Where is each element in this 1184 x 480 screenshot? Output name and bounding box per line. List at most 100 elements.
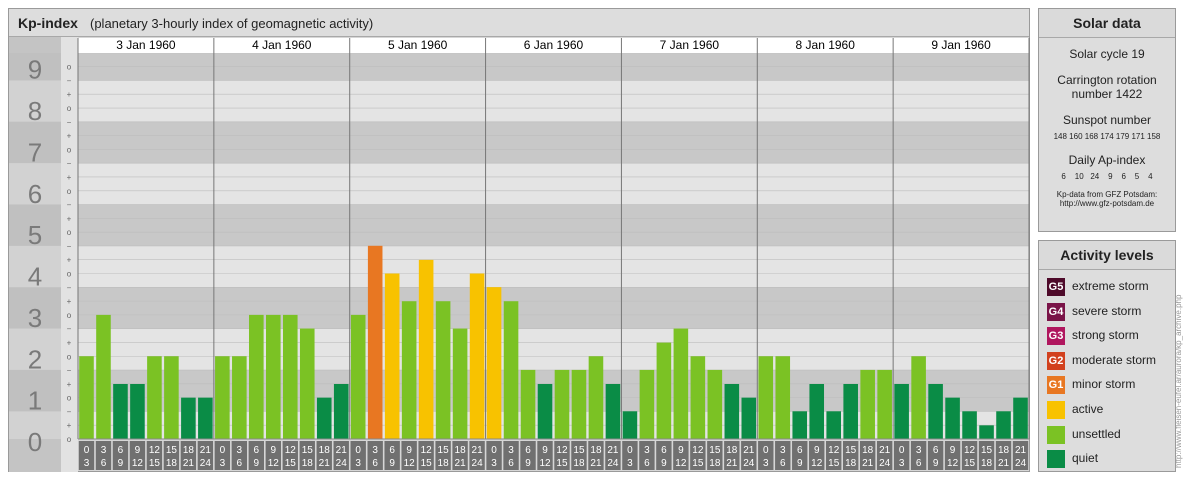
hour-label-end: 18 xyxy=(166,458,178,469)
kp-bar xyxy=(792,411,808,439)
hour-label-end: 24 xyxy=(200,458,212,469)
solar-data-panel: Solar data Solar cycle 19 Carrington rot… xyxy=(1038,8,1176,232)
kp-band xyxy=(78,245,1029,288)
hour-box xyxy=(588,441,604,470)
hour-label-end: 9 xyxy=(797,458,803,469)
y-axis-band xyxy=(9,287,61,329)
hour-label-start: 6 xyxy=(933,445,939,456)
hour-box xyxy=(367,441,383,470)
hour-label-start: 3 xyxy=(101,445,107,456)
day-header-strip xyxy=(78,38,1029,53)
hour-box xyxy=(571,441,587,470)
hour-box xyxy=(842,441,859,470)
day-label: 9 Jan 1960 xyxy=(931,38,991,52)
hour-box xyxy=(690,441,706,470)
y-tick-label: 1 xyxy=(28,386,42,416)
kp-bar xyxy=(350,314,366,439)
kp-bar xyxy=(877,369,892,439)
y-subtick-label: + xyxy=(67,338,72,347)
hour-label-end: 12 xyxy=(268,458,280,469)
hour-box xyxy=(537,441,553,470)
y-tick-label: 5 xyxy=(28,220,42,250)
hour-label-start: 12 xyxy=(964,445,976,456)
kp-bar xyxy=(894,383,909,439)
legend-label: moderate storm xyxy=(1072,352,1157,367)
hour-label-end: 12 xyxy=(947,458,959,469)
hour-label-start: 0 xyxy=(899,445,905,456)
hour-box xyxy=(792,441,808,470)
hour-label-start: 15 xyxy=(709,445,721,456)
legend-item: unsettled xyxy=(1039,424,1175,449)
y-tick-label: 9 xyxy=(28,55,42,85)
kp-bar xyxy=(911,356,926,439)
hour-label-start: 18 xyxy=(455,445,467,456)
hour-box xyxy=(469,441,485,470)
hour-label-start: 15 xyxy=(981,445,993,456)
legend-swatch: G5 xyxy=(1047,278,1065,296)
y-subtick-label: − xyxy=(67,118,72,127)
kp-bar xyxy=(1013,397,1028,439)
y-subtick-label: o xyxy=(67,104,72,113)
hour-label-end: 3 xyxy=(84,458,90,469)
hour-label-end: 15 xyxy=(556,458,568,469)
y-tick-label: 2 xyxy=(28,344,42,374)
kp-bar xyxy=(452,328,468,439)
kp-chart-panel: Kp-index (planetary 3-hourly index of ge… xyxy=(8,8,1030,472)
hour-label-end: 21 xyxy=(998,458,1010,469)
y-axis-band xyxy=(9,369,61,412)
y-axis-band xyxy=(9,80,61,122)
hour-box xyxy=(248,441,265,470)
hour-label-start: 9 xyxy=(135,445,141,456)
kp-bar xyxy=(622,411,638,439)
hour-label-start: 18 xyxy=(726,445,738,456)
hour-label-end: 9 xyxy=(389,458,395,469)
hour-label-end: 24 xyxy=(879,458,891,469)
kp-bar xyxy=(741,397,757,439)
legend-swatch: G1 xyxy=(1047,376,1065,395)
legend-label: minor storm xyxy=(1072,377,1136,392)
ap-values: 6 10 24 9 6 5 4 xyxy=(1061,172,1153,181)
hour-box xyxy=(978,441,995,470)
hour-box xyxy=(995,441,1012,470)
hour-box xyxy=(316,441,332,470)
y-axis-band xyxy=(9,245,61,288)
y-subtick-label: o xyxy=(67,228,72,237)
hour-label-end: 6 xyxy=(644,458,650,469)
kp-bar xyxy=(843,383,858,439)
day-label: 4 Jan 1960 xyxy=(252,38,312,52)
hour-box xyxy=(826,441,842,470)
hour-label-start: 18 xyxy=(590,445,602,456)
y-subtick-label: + xyxy=(67,132,72,141)
legend-label: severe storm xyxy=(1072,303,1142,318)
y-tick-label: 3 xyxy=(28,303,42,333)
y-subtick-label: o xyxy=(67,145,72,154)
legend-item: active xyxy=(1039,399,1175,424)
kp-bar xyxy=(79,356,94,439)
kp-bar xyxy=(758,356,774,439)
legend-item: G3 strong storm xyxy=(1039,325,1175,350)
solar-data-heading: Solar data xyxy=(1039,9,1175,38)
hour-box xyxy=(282,441,298,470)
y-subtick-label: − xyxy=(67,325,72,334)
y-axis-band xyxy=(9,53,61,81)
kp-band xyxy=(78,287,1029,329)
kp-bar xyxy=(367,245,383,439)
hour-label-end: 21 xyxy=(726,458,738,469)
hour-box xyxy=(639,441,655,470)
hour-label-end: 24 xyxy=(607,458,619,469)
kp-bar xyxy=(435,301,451,439)
kp-bar xyxy=(96,314,111,439)
y-subtick-label: − xyxy=(67,283,72,292)
activity-levels-panel: Activity levels G5 extreme storm G4 severe … xyxy=(1038,240,1176,472)
kp-band xyxy=(78,80,1029,122)
kp-band xyxy=(78,163,1029,205)
hour-box xyxy=(724,441,740,470)
kp-bar xyxy=(690,356,706,439)
hour-label-end: 24 xyxy=(472,458,484,469)
y-subtick-label: o xyxy=(67,311,72,320)
kp-bar xyxy=(945,397,960,439)
hour-label-start: 0 xyxy=(763,445,769,456)
hour-label-end: 9 xyxy=(525,458,531,469)
hour-label-start: 0 xyxy=(491,445,497,456)
hour-box xyxy=(656,441,672,470)
